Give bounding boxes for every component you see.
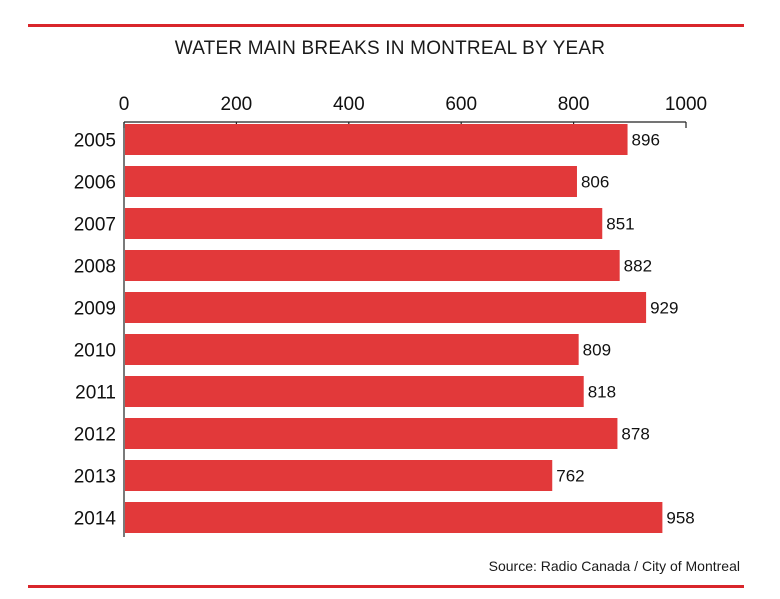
- bar-2011: [125, 376, 584, 407]
- category-label: 2005: [74, 131, 116, 152]
- category-label: 2008: [74, 257, 116, 278]
- category-label: 2013: [74, 467, 116, 488]
- data-label: 818: [588, 383, 616, 402]
- category-label: 2011: [75, 383, 116, 404]
- data-label: 882: [624, 257, 652, 276]
- category-label: 2014: [74, 509, 117, 530]
- category-label: 2009: [74, 299, 116, 320]
- source-note: Source: Radio Canada / City of Montreal: [488, 558, 740, 574]
- data-label: 958: [666, 509, 694, 528]
- bar-2009: [125, 292, 647, 323]
- bar-2013: [125, 460, 553, 491]
- data-label: 806: [581, 173, 609, 192]
- bar-2007: [125, 208, 603, 239]
- chart-bars: 2005 896 2006 806 2007 851 2008 882 2009 929 2010 8…: [74, 124, 695, 533]
- bar-2006: [125, 166, 577, 197]
- bar-2008: [125, 250, 620, 281]
- category-label: 2012: [74, 425, 116, 446]
- bottom-rule: [28, 585, 744, 588]
- x-tick-label: 600: [445, 94, 477, 115]
- data-label: 896: [632, 131, 660, 150]
- category-label: 2010: [74, 341, 116, 362]
- bar-2005: [125, 124, 628, 155]
- category-label: 2007: [74, 215, 116, 236]
- data-label: 762: [556, 467, 584, 486]
- x-tick-label: 200: [221, 94, 253, 115]
- top-rule: [28, 24, 744, 27]
- category-label: 2006: [74, 173, 116, 194]
- x-tick-label: 400: [333, 94, 365, 115]
- chart-axes: 0 200 400 600 800 1000: [119, 94, 707, 537]
- x-tick-label: 0: [119, 94, 130, 115]
- x-tick-label: 1000: [665, 94, 707, 115]
- bar-2010: [125, 334, 579, 365]
- data-label: 878: [621, 425, 649, 444]
- x-tick-label: 800: [558, 94, 590, 115]
- data-label: 929: [650, 299, 678, 318]
- bar-2012: [125, 418, 618, 449]
- data-label: 851: [606, 215, 634, 234]
- chart-title: WATER MAIN BREAKS IN MONTREAL BY YEAR: [174, 38, 606, 59]
- data-label: 809: [583, 341, 611, 360]
- bar-2014: [125, 502, 663, 533]
